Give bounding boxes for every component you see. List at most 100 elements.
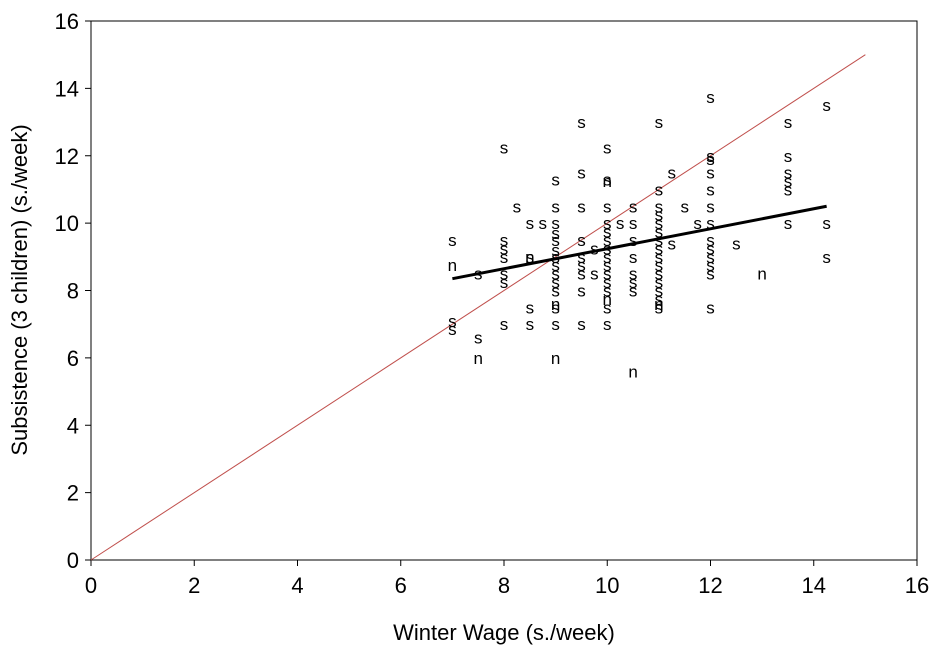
data-point-s: s <box>551 224 560 243</box>
data-point-s: s <box>500 239 509 258</box>
data-point-s: s <box>526 214 535 233</box>
data-point-s: s <box>577 282 586 301</box>
data-point-s: s <box>551 170 560 189</box>
y-tick-label: 4 <box>67 413 79 438</box>
data-point-n: n <box>628 362 637 381</box>
data-point-s: s <box>603 223 612 242</box>
data-point-s: s <box>655 206 664 225</box>
data-point-s: s <box>629 231 638 250</box>
data-point-s: s <box>706 147 715 166</box>
data-point-s: s <box>500 273 509 292</box>
data-point-s: s <box>706 180 715 199</box>
x-tick-label: 4 <box>291 573 303 598</box>
data-point-s: s <box>655 180 664 199</box>
data-point-s: s <box>822 248 831 267</box>
data-point-s: s <box>655 239 664 258</box>
x-tick-label: 6 <box>395 573 407 598</box>
reference-line <box>90 54 866 561</box>
data-point-s: s <box>500 138 509 157</box>
data-point-s: s <box>500 265 509 284</box>
data-point-s: s <box>784 147 793 166</box>
data-point-s: s <box>655 298 664 317</box>
data-point-s: s <box>706 256 715 275</box>
data-point-s: s <box>822 214 831 233</box>
data-point-s: s <box>577 248 586 267</box>
data-point-s: s <box>577 113 586 132</box>
data-point-s: s <box>655 197 664 216</box>
regression-line <box>452 204 827 281</box>
data-point-s: s <box>500 315 509 334</box>
data-point-s: s <box>655 248 664 267</box>
data-point-s: s <box>706 164 715 183</box>
data-point-s: s <box>629 273 638 292</box>
data-point-n: n <box>654 295 663 314</box>
y-tick-label: 8 <box>67 279 79 304</box>
data-point-s: s <box>603 265 612 284</box>
data-point-s: s <box>603 231 612 250</box>
data-point-s: s <box>577 265 586 284</box>
data-point-s: s <box>551 214 560 233</box>
data-point-s: s <box>629 248 638 267</box>
data-point-n: n <box>551 349 560 368</box>
x-axis-title: Winter Wage (s./week) <box>393 620 615 645</box>
data-point-s: s <box>706 265 715 284</box>
data-point-s: s <box>603 248 612 267</box>
x-tick-label: 12 <box>698 573 722 598</box>
data-point-n: n <box>448 256 457 275</box>
data-point-s: s <box>603 273 612 292</box>
data-point-s: s <box>551 231 560 250</box>
data-point-s: s <box>655 282 664 301</box>
data-point-s: s <box>551 241 560 260</box>
regression-line-group <box>452 204 827 281</box>
data-point-s: s <box>655 256 664 275</box>
data-point-s: s <box>616 214 625 233</box>
data-point-s: s <box>551 298 560 317</box>
data-point-s: s <box>706 214 715 233</box>
data-point-s: s <box>603 282 612 301</box>
x-tick-label: 2 <box>188 573 200 598</box>
data-point-s: s <box>551 256 560 275</box>
y-tick-label: 16 <box>55 9 79 34</box>
y-tick-label: 0 <box>67 548 79 573</box>
data-point-s: s <box>551 315 560 334</box>
data-point-s: s <box>655 214 664 233</box>
data-point-n: n <box>603 290 612 309</box>
data-point-s: s <box>577 197 586 216</box>
data-point-s: s <box>538 214 547 233</box>
data-point-n: n <box>551 295 560 314</box>
x-tick-label: 8 <box>498 573 510 598</box>
data-point-s: s <box>577 256 586 275</box>
axis-ticks: 0 2 4 6 8 10 12 14 16 0 2 4 6 8 10 12 14 16 <box>55 9 930 598</box>
data-point-s: s <box>551 282 560 301</box>
x-tick-label: 16 <box>905 573 929 598</box>
data-point-s: s <box>500 248 509 267</box>
data-point-s: s <box>603 239 612 258</box>
data-point-s: s <box>706 88 715 107</box>
data-point-s: s <box>590 265 599 284</box>
data-point-s: s <box>732 234 741 253</box>
data-point-s: s <box>655 265 664 284</box>
data-point-s: s <box>590 239 599 258</box>
data-point-s: s <box>551 265 560 284</box>
data-point-s: s <box>706 231 715 250</box>
data-point-s: s <box>603 197 612 216</box>
data-point-n: n <box>525 248 534 267</box>
data-point-s: s <box>603 214 612 233</box>
data-point-s: s <box>526 315 535 334</box>
data-point-s: s <box>603 256 612 275</box>
data-point-s: s <box>474 329 483 348</box>
data-point-s: s <box>551 248 560 267</box>
y-tick-label: 14 <box>55 76 79 101</box>
data-point-s: s <box>784 172 793 191</box>
y-tick-label: 6 <box>67 346 79 371</box>
data-point-s: s <box>706 248 715 267</box>
data-point-s: s <box>668 164 677 183</box>
data-point-s: s <box>693 214 702 233</box>
data-point-s: s <box>629 282 638 301</box>
data-point-s: s <box>784 113 793 132</box>
data-point-s: s <box>603 315 612 334</box>
data-point-n: n <box>603 172 612 191</box>
x-tick-label: 10 <box>595 573 619 598</box>
data-point-s: s <box>474 265 483 284</box>
